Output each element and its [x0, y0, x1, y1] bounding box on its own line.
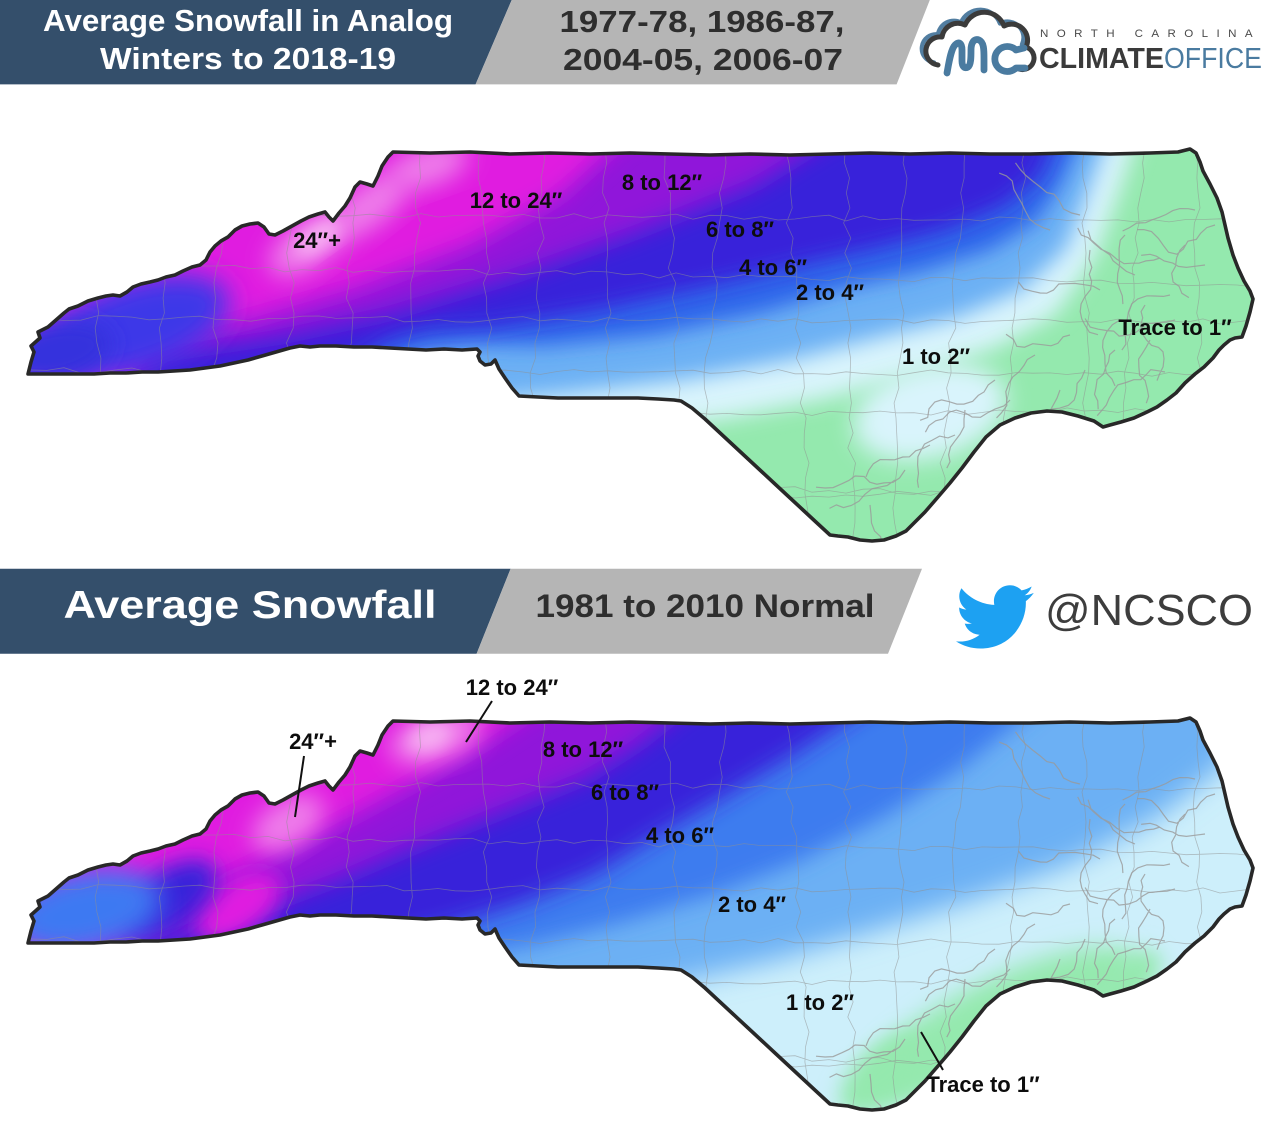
svg-text:2004-05, 2006-07: 2004-05, 2006-07: [563, 42, 843, 77]
svg-text:Average Snowfall: Average Snowfall: [64, 584, 437, 627]
svg-text:24″+: 24″+: [293, 228, 341, 253]
svg-text:4 to 6″: 4 to 6″: [739, 255, 807, 280]
svg-text:1 to 2″: 1 to 2″: [786, 990, 854, 1015]
svg-text:Winters to 2018-19: Winters to 2018-19: [100, 41, 396, 76]
svg-text:CLIMATE: CLIMATE: [1039, 43, 1164, 75]
svg-text:NORTH CAROLINA: NORTH CAROLINA: [1040, 28, 1261, 40]
svg-text:OFFICE: OFFICE: [1164, 43, 1262, 75]
svg-text:4 to 6″: 4 to 6″: [646, 823, 714, 848]
svg-text:8 to 12″: 8 to 12″: [622, 170, 703, 195]
svg-text:12 to 24″: 12 to 24″: [466, 675, 559, 700]
svg-text:Average Snowfall in Analog: Average Snowfall in Analog: [43, 3, 453, 38]
svg-text:1977-78, 1986-87,: 1977-78, 1986-87,: [560, 4, 845, 39]
svg-text:12 to 24″: 12 to 24″: [470, 188, 563, 213]
svg-text:@NCSCO: @NCSCO: [1045, 586, 1253, 635]
svg-text:6 to 8″: 6 to 8″: [591, 780, 659, 805]
svg-text:8 to 12″: 8 to 12″: [543, 737, 624, 762]
svg-text:24″+: 24″+: [289, 729, 337, 754]
svg-text:1 to 2″: 1 to 2″: [902, 344, 970, 369]
svg-text:Trace to 1″: Trace to 1″: [926, 1072, 1040, 1097]
svg-text:Trace to 1″: Trace to 1″: [1118, 315, 1232, 340]
svg-text:6 to 8″: 6 to 8″: [706, 217, 774, 242]
svg-text:1981 to 2010 Normal: 1981 to 2010 Normal: [536, 588, 875, 624]
svg-text:2 to 4″: 2 to 4″: [718, 892, 786, 917]
svg-text:2 to 4″: 2 to 4″: [796, 280, 864, 305]
